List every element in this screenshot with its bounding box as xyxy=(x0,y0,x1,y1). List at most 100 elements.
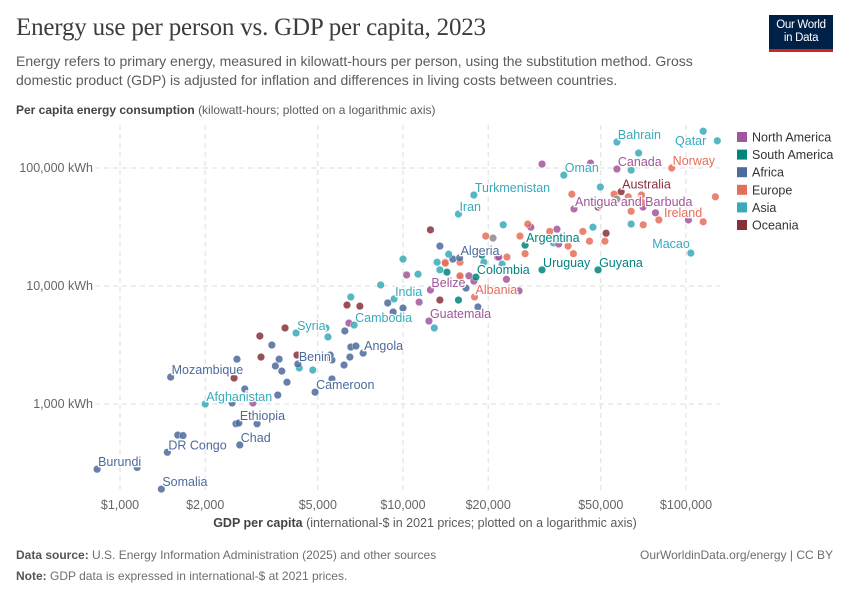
note: Note: GDP data is expressed in internati… xyxy=(16,569,347,583)
point-label: Albania xyxy=(476,283,518,297)
data-source-link[interactable]: U.S. Energy Information Administration (… xyxy=(92,548,437,562)
note-label: Note: xyxy=(16,569,47,583)
data-point xyxy=(399,304,408,313)
data-point xyxy=(255,331,264,340)
legend-item[interactable]: Europe xyxy=(752,183,792,197)
x-axis-title: GDP per capita (international-$ in 2021 … xyxy=(0,516,850,530)
data-point xyxy=(489,234,498,243)
data-point xyxy=(234,419,243,428)
y-axis-title-rest: (kilowatt-hours; plotted on a logarithmi… xyxy=(198,103,436,117)
data-point xyxy=(564,242,573,251)
data-point xyxy=(594,265,603,274)
data-point xyxy=(402,270,411,279)
point-label: India xyxy=(395,285,422,299)
data-point xyxy=(455,271,464,280)
point-label: Canada xyxy=(618,155,662,169)
data-point xyxy=(275,355,284,364)
data-point xyxy=(569,204,578,213)
data-point xyxy=(345,353,354,362)
data-point xyxy=(654,215,663,224)
data-point xyxy=(308,366,317,375)
point-label: Antigua and Barbuda xyxy=(575,195,693,209)
data-point xyxy=(350,321,359,330)
owid-logo[interactable]: Our World in Data xyxy=(769,15,833,52)
note-text: GDP data is expressed in international-$… xyxy=(50,569,348,583)
data-point xyxy=(424,317,433,326)
legend-item[interactable]: Africa xyxy=(752,166,784,180)
data-point xyxy=(179,431,188,440)
data-point xyxy=(230,374,239,383)
data-point xyxy=(481,232,490,241)
data-point xyxy=(321,354,330,363)
data-point xyxy=(311,388,320,397)
credit-link[interactable]: OurWorldinData.org/energy | CC BY xyxy=(640,548,833,562)
point-label: Turkmenistan xyxy=(475,181,550,195)
legend-item[interactable]: South America xyxy=(752,148,833,162)
data-point xyxy=(559,171,568,180)
data-point xyxy=(596,183,605,192)
data-point xyxy=(323,332,332,341)
x-tick-label: $1,000 xyxy=(101,498,139,512)
data-point xyxy=(469,191,478,200)
data-point xyxy=(327,374,336,383)
point-label: Cambodia xyxy=(355,311,412,325)
point-label: Oman xyxy=(565,161,599,175)
point-label: Benin xyxy=(299,350,331,364)
data-point xyxy=(430,323,439,332)
y-axis-title: Per capita energy consumption (kilowatt-… xyxy=(16,103,436,117)
legend-swatch[interactable] xyxy=(737,202,747,213)
chart-title: Energy use per person vs. GDP per capita… xyxy=(16,14,486,41)
data-point xyxy=(292,351,301,360)
data-point xyxy=(442,268,451,277)
data-point xyxy=(686,249,695,258)
legend-item[interactable]: Asia xyxy=(752,201,776,215)
data-point xyxy=(281,323,290,332)
data-source-label: Data source: xyxy=(16,548,89,562)
legend-item[interactable]: North America xyxy=(752,131,831,145)
point-label: Syria xyxy=(297,319,326,333)
data-point xyxy=(163,448,172,457)
data-point xyxy=(617,187,626,196)
x-tick-label: $100,000 xyxy=(660,498,712,512)
data-point xyxy=(588,223,597,232)
legend-item[interactable]: Oceania xyxy=(752,219,799,233)
point-label: Ireland xyxy=(664,206,702,220)
data-point xyxy=(462,284,471,293)
data-point xyxy=(454,210,463,219)
data-point xyxy=(235,440,244,449)
data-point xyxy=(441,259,450,268)
data-point xyxy=(471,273,480,282)
data-point xyxy=(248,398,257,407)
data-point xyxy=(637,198,646,207)
point-label: Somalia xyxy=(162,475,207,489)
point-label: Iran xyxy=(459,200,481,214)
data-point xyxy=(578,227,587,236)
data-point xyxy=(515,232,524,241)
data-point xyxy=(554,239,563,248)
y-tick-label: 10,000 kWh xyxy=(26,279,93,293)
data-point xyxy=(273,391,282,400)
legend-swatch[interactable] xyxy=(737,149,747,160)
data-point xyxy=(389,308,398,317)
data-point xyxy=(376,280,385,289)
legend-swatch[interactable] xyxy=(737,184,747,195)
data-point xyxy=(602,229,611,238)
data-point xyxy=(253,419,262,428)
point-label: DR Congo xyxy=(168,438,226,452)
data-point xyxy=(342,301,351,310)
data-point xyxy=(494,253,503,262)
data-point xyxy=(351,342,360,351)
data-point xyxy=(699,217,708,226)
data-point xyxy=(292,328,301,337)
data-point xyxy=(433,258,442,267)
x-axis-title-bold: GDP per capita xyxy=(213,516,303,530)
point-label: Guyana xyxy=(599,256,643,270)
data-point xyxy=(321,323,330,332)
data-point xyxy=(521,241,530,250)
data-point xyxy=(612,138,621,147)
data-point xyxy=(684,215,693,224)
legend-swatch[interactable] xyxy=(737,220,747,230)
x-tick-label: $50,000 xyxy=(578,498,623,512)
legend-swatch[interactable] xyxy=(737,167,747,178)
legend-swatch[interactable] xyxy=(737,132,747,142)
